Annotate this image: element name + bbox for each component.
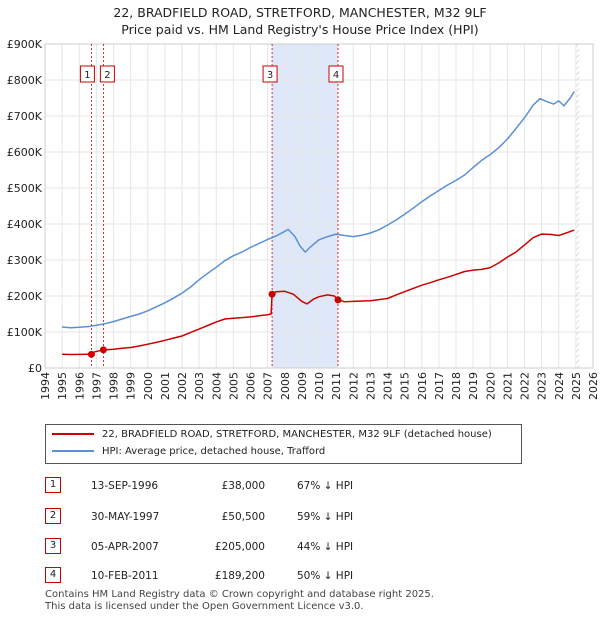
sale-label-box [262, 65, 278, 83]
y-tick-label: £300K [7, 254, 43, 267]
x-tick-label: 2021 [501, 372, 514, 400]
x-tick-label: 2022 [519, 372, 532, 400]
sale-price: £50,500 [221, 511, 265, 523]
legend-swatch-hpi [52, 450, 94, 452]
future-hatch [575, 44, 580, 368]
legend-label-property: 22, BRADFIELD ROAD, STRETFORD, MANCHESTE… [102, 429, 492, 440]
x-tick-label: 2025 [570, 372, 583, 400]
footer-copyright: Contains HM Land Registry data © Crown c… [45, 589, 434, 600]
title-line-2: Price paid vs. HM Land Registry's House … [121, 22, 479, 37]
sale-badge: 4 [45, 567, 61, 583]
x-tick-label: 2005 [227, 372, 240, 400]
sale-hpi-diff: 59% ↓ HPI [297, 511, 354, 523]
y-tick-label: £0 [28, 362, 42, 375]
x-tick-label: 2015 [399, 372, 412, 400]
x-tick-label: 2017 [433, 372, 446, 400]
sale-hpi-diff: 50% ↓ HPI [297, 570, 354, 582]
x-tick-label: 2012 [347, 372, 360, 400]
x-tick-label: 2011 [330, 372, 343, 400]
y-tick-label: £800K [7, 74, 43, 87]
legend: 22, BRADFIELD ROAD, STRETFORD, MANCHESTE… [45, 424, 522, 464]
sale-price: £189,200 [214, 570, 265, 582]
sale-badge: 2 [45, 508, 61, 524]
x-tick-label: 2019 [467, 372, 480, 400]
sale-label: 4 [333, 70, 339, 81]
footer: Contains HM Land Registry data © Crown c… [45, 589, 434, 613]
x-tick-label: 1995 [56, 372, 69, 400]
sale-label-box [79, 65, 95, 83]
x-tick-label: 1997 [90, 372, 103, 400]
sale-date: 30-MAY-1997 [91, 511, 160, 523]
legend-swatch-property [52, 433, 94, 435]
y-tick-label: £100K [7, 326, 43, 339]
plot-frame [44, 43, 594, 369]
sale-date: 13-SEP-1996 [91, 480, 159, 492]
x-tick-label: 2014 [382, 372, 395, 400]
sale-date: 05-APR-2007 [91, 541, 159, 553]
x-tick-label: 2013 [364, 372, 377, 400]
sale-point [99, 346, 107, 354]
y-tick-label: £500K [7, 182, 43, 195]
legend-label-hpi: HPI: Average price, detached house, Traf… [102, 446, 326, 457]
x-tick-label: 2004 [210, 372, 223, 400]
x-tick-label: 2024 [553, 372, 566, 400]
y-tick-label: £700K [7, 110, 43, 123]
sale-hpi-diff: 44% ↓ HPI [297, 541, 354, 553]
legend-item-property: 22, BRADFIELD ROAD, STRETFORD, MANCHESTE… [52, 427, 492, 443]
hpi-line [62, 91, 575, 329]
x-tick-label: 2007 [262, 372, 275, 400]
highlight-span [272, 44, 339, 368]
x-tick-label: 2020 [484, 372, 497, 400]
x-tick-label: 1996 [73, 372, 86, 400]
x-tick-label: 2000 [142, 372, 155, 400]
price-chart: 1 2 3 4 £0 £100K £200K £300K £400K £500K £600K £700… [7, 38, 600, 400]
x-tick-label: 2008 [279, 372, 292, 400]
x-tick-label: 2023 [536, 372, 549, 400]
x-tick-label: 2002 [176, 372, 189, 400]
x-tick-label: 2001 [159, 372, 172, 400]
x-tick-label: 2009 [296, 372, 309, 400]
table-row: 2 30-MAY-1997 £50,500 59% ↓ HPI [45, 508, 405, 526]
sale-price: £205,000 [214, 541, 265, 553]
legend-item-hpi: HPI: Average price, detached house, Traf… [52, 444, 325, 460]
sale-point [87, 350, 95, 358]
x-tick-label: 1999 [125, 372, 138, 400]
x-tick-label: 2010 [313, 372, 326, 400]
footer-licence: This data is licensed under the Open Gov… [45, 601, 364, 612]
chart-title: 22, BRADFIELD ROAD, STRETFORD, MANCHESTE… [0, 4, 600, 38]
sale-point [268, 290, 276, 298]
table-row: 1 13-SEP-1996 £38,000 67% ↓ HPI [45, 477, 405, 495]
y-tick-label: £200K [7, 290, 43, 303]
x-tick-label: 2003 [193, 372, 206, 400]
sale-badge: 1 [45, 477, 61, 493]
x-tick-label: 2026 [587, 372, 600, 400]
sale-hpi-diff: 67% ↓ HPI [297, 480, 354, 492]
y-tick-label: £400K [7, 218, 43, 231]
table-row: 4 10-FEB-2011 £189,200 50% ↓ HPI [45, 567, 405, 585]
sale-date: 10-FEB-2011 [91, 570, 159, 582]
sale-label: 2 [104, 70, 110, 81]
y-tick-label: £600K [7, 146, 43, 159]
sale-label: 3 [267, 70, 273, 81]
x-tick-label: 2016 [416, 372, 429, 400]
x-tick-label: 1998 [108, 372, 121, 400]
sale-label: 1 [84, 70, 90, 81]
title-line-1: 22, BRADFIELD ROAD, STRETFORD, MANCHESTE… [113, 5, 487, 20]
sale-price: £38,000 [221, 480, 265, 492]
sale-label-box [99, 65, 115, 83]
sale-badge: 3 [45, 538, 61, 554]
property-price-line [62, 229, 575, 356]
sale-label-box [328, 65, 344, 83]
x-tick-label: 1994 [39, 372, 52, 400]
sale-point [334, 296, 342, 304]
y-tick-label: £900K [7, 38, 43, 51]
x-tick-label: 2018 [450, 372, 463, 400]
x-tick-label: 2006 [245, 372, 258, 400]
table-row: 3 05-APR-2007 £205,000 44% ↓ HPI [45, 538, 405, 556]
